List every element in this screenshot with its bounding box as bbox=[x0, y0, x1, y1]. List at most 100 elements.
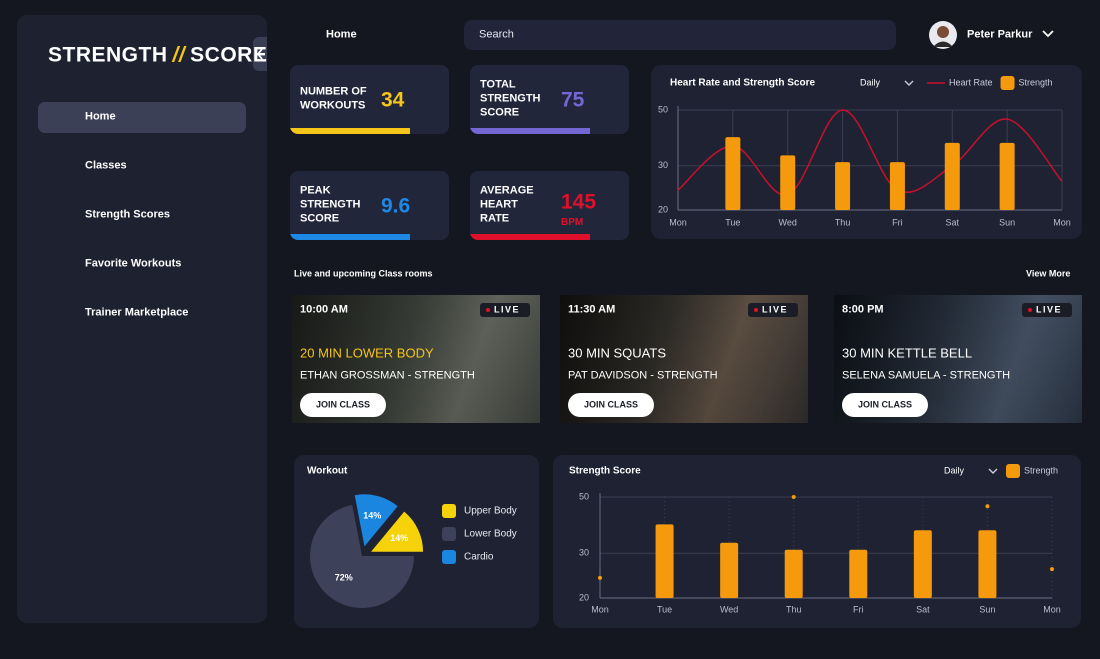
x-tick-label: Mon bbox=[669, 217, 687, 227]
join-text: JOIN CLASS bbox=[857, 399, 912, 410]
legend-swatch bbox=[442, 504, 456, 518]
y-tick-label: 50 bbox=[579, 491, 589, 501]
pie-slice bbox=[371, 511, 424, 552]
search-box[interactable] bbox=[464, 20, 896, 50]
slice-label: 14% bbox=[363, 510, 381, 520]
stat-label: TOTAL bbox=[480, 78, 516, 91]
nav-item[interactable]: Trainer Marketplace bbox=[85, 306, 189, 319]
bar bbox=[978, 530, 997, 598]
bar bbox=[784, 549, 803, 598]
legend-label: Cardio bbox=[464, 552, 494, 563]
x-tick-label: Sat bbox=[946, 217, 960, 227]
join-button[interactable]: JOIN CLASS bbox=[300, 393, 386, 417]
join-text: JOIN CLASS bbox=[583, 399, 638, 410]
user-menu-chevron[interactable] bbox=[1041, 28, 1055, 40]
page-title: Home bbox=[326, 28, 357, 41]
brand-part: STRENGTH bbox=[48, 43, 168, 67]
dropdown-chevron[interactable] bbox=[904, 80, 914, 86]
x-tick-label: Mon bbox=[1043, 604, 1061, 614]
legend-label: Upper Body bbox=[464, 506, 517, 517]
live-text: LIVE bbox=[1036, 304, 1063, 315]
stat-card: PEAK STRENGTH SCORE 9.6 bbox=[290, 171, 449, 240]
nav-item[interactable]: Strength Scores bbox=[85, 208, 170, 221]
class-trainer: PAT DAVIDSON - STRENGTH bbox=[568, 369, 718, 382]
x-tick-label: Fri bbox=[892, 217, 903, 227]
class-card[interactable]: 8:00 PM LIVE 30 MIN KETTLE BELL SELENA SAMU… bbox=[834, 295, 1082, 423]
search-placeholder: Search bbox=[479, 28, 514, 41]
x-tick-label: Sat bbox=[916, 604, 930, 614]
live-dot bbox=[1028, 308, 1032, 312]
stat-bar bbox=[470, 128, 590, 134]
stat-label: NUMBER OF bbox=[300, 85, 367, 98]
live-badge: LIVE bbox=[748, 303, 798, 317]
x-tick-label: Fri bbox=[853, 604, 864, 614]
join-button[interactable]: JOIN CLASS bbox=[842, 393, 928, 417]
live-badge: LIVE bbox=[480, 303, 530, 317]
slice-label: 14% bbox=[390, 533, 408, 543]
join-text: JOIN CLASS bbox=[315, 399, 370, 410]
class-trainer: SELENA SAMUELA - STRENGTH bbox=[842, 369, 1011, 382]
nav-item[interactable]: Home bbox=[85, 110, 116, 123]
x-tick-label: Wed bbox=[779, 217, 797, 227]
collapse-button[interactable] bbox=[253, 37, 267, 71]
x-tick-label: Thu bbox=[786, 604, 802, 614]
chart-title: Strength Score bbox=[569, 466, 641, 477]
legend-swatch bbox=[1006, 464, 1020, 478]
slice-label: 72% bbox=[335, 572, 353, 582]
x-tick-label: Thu bbox=[835, 217, 851, 227]
stat-unit: BPM bbox=[561, 217, 584, 228]
chevron-icon bbox=[256, 48, 263, 60]
legend-swatch bbox=[442, 527, 456, 541]
live-text: LIVE bbox=[762, 304, 789, 315]
x-tick-label: Sun bbox=[979, 604, 995, 614]
class-time: 10:00 AM bbox=[300, 303, 348, 316]
stat-label: SCORE bbox=[480, 106, 520, 119]
legend-swatch bbox=[1000, 76, 1015, 90]
brand-part: // bbox=[172, 43, 186, 67]
avatar[interactable] bbox=[928, 20, 958, 50]
bar bbox=[913, 530, 932, 598]
stat-card: NUMBER OF WORKOUTS 34 bbox=[290, 65, 449, 134]
stat-value: 145 bbox=[561, 190, 597, 214]
bar bbox=[889, 162, 905, 210]
bar bbox=[835, 162, 851, 210]
stat-label: HEART bbox=[480, 198, 518, 211]
nav-item[interactable]: Favorite Workouts bbox=[85, 257, 182, 270]
class-name: 20 MIN LOWER BODY bbox=[300, 345, 434, 361]
brand: STRENGTH//SCORE bbox=[48, 45, 267, 66]
stat-label: PEAK bbox=[300, 184, 331, 197]
legend-label: Heart Rate bbox=[949, 77, 993, 87]
point bbox=[791, 495, 796, 499]
pie-slice bbox=[310, 504, 414, 608]
legend-label: Strength bbox=[1024, 465, 1058, 475]
period-select[interactable]: Daily bbox=[860, 77, 881, 87]
y-tick-label: 30 bbox=[658, 160, 668, 170]
line-series bbox=[677, 109, 1063, 196]
stat-value: 75 bbox=[561, 88, 585, 112]
chart-title: Heart Rate and Strength Score bbox=[670, 78, 815, 89]
user-name: Peter Parkur bbox=[967, 28, 1033, 41]
y-tick-label: 20 bbox=[579, 592, 589, 602]
stat-value: 9.6 bbox=[381, 194, 411, 218]
class-name: 30 MIN KETTLE BELL bbox=[842, 345, 973, 361]
bar bbox=[720, 542, 739, 598]
join-button[interactable]: JOIN CLASS bbox=[568, 393, 654, 417]
x-tick-label: Tue bbox=[657, 604, 672, 614]
class-trainer: ETHAN GROSSMAN - STRENGTH bbox=[300, 369, 475, 382]
dropdown-chevron[interactable] bbox=[988, 468, 998, 474]
view-more[interactable]: View More bbox=[1026, 268, 1071, 279]
live-dot bbox=[754, 308, 758, 312]
class-card[interactable]: 11:30 AM LIVE 30 MIN SQUATS PAT DAVIDSON - … bbox=[560, 295, 808, 423]
period-select[interactable]: Daily bbox=[944, 465, 965, 475]
stat-label: WORKOUTS bbox=[300, 99, 366, 112]
stat-card: AVERAGE HEART RATE 145 BPM bbox=[470, 171, 629, 240]
nav-item[interactable]: Classes bbox=[85, 159, 127, 172]
point bbox=[598, 575, 602, 580]
pie-slice bbox=[354, 494, 398, 547]
bar bbox=[944, 142, 960, 210]
y-tick-label: 50 bbox=[658, 104, 668, 114]
class-card[interactable]: 10:00 AM LIVE 20 MIN LOWER BODY ETHAN GROSS… bbox=[292, 295, 540, 423]
stat-bar bbox=[470, 234, 590, 240]
